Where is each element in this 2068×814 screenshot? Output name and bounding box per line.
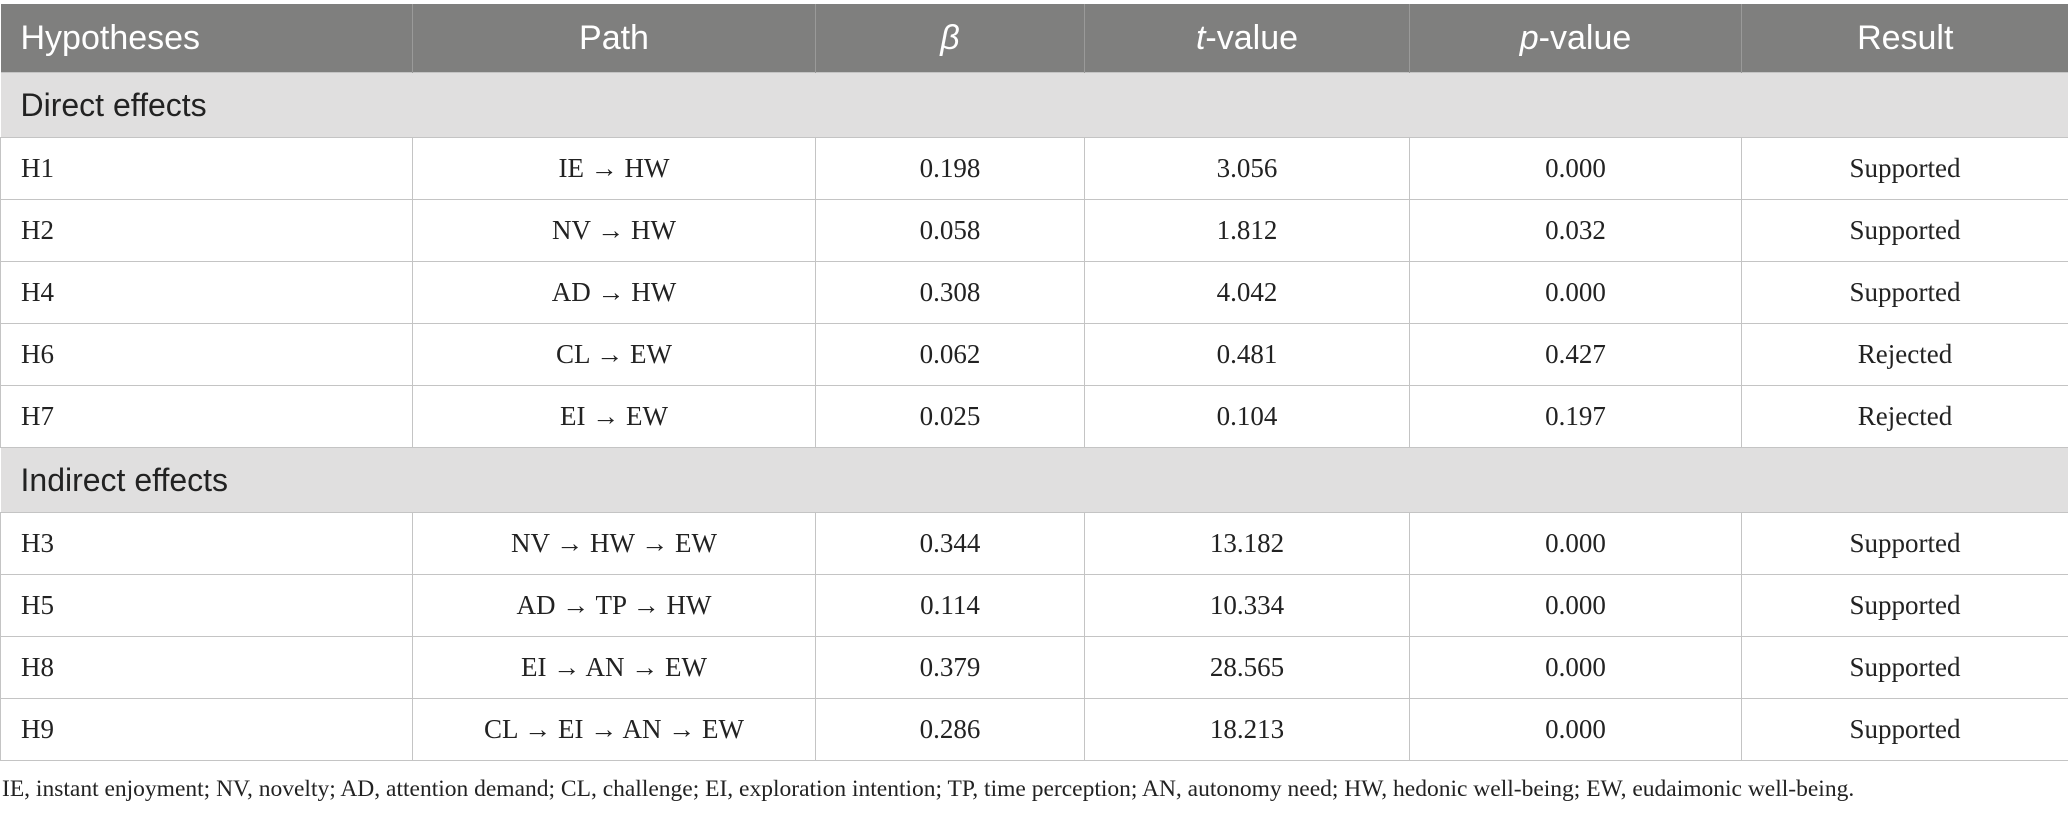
table-row: H1 IE → HW 0.198 3.056 0.000 Supported <box>0 137 2068 200</box>
p-value-cell: 0.427 <box>1409 323 1742 386</box>
t-symbol: t <box>1195 18 1206 57</box>
result-cell: Supported <box>1741 137 2068 200</box>
section-header-row: Direct effects <box>0 72 2068 138</box>
beta-cell: 0.344 <box>815 512 1085 575</box>
path-cell: CL → EW <box>412 323 816 386</box>
beta-cell: 0.379 <box>815 636 1085 699</box>
beta-cell: 0.062 <box>815 323 1085 386</box>
beta-cell: 0.286 <box>815 698 1085 761</box>
p-value-cell: 0.000 <box>1409 137 1742 200</box>
result-cell: Supported <box>1741 698 2068 761</box>
hypothesis-cell: H8 <box>0 636 413 699</box>
hypothesis-cell: H1 <box>0 137 413 200</box>
path-cell: IE → HW <box>412 137 816 200</box>
hypothesis-cell: H9 <box>0 698 413 761</box>
table-row: H9 CL → EI → AN → EW 0.286 18.213 0.000 Suppo… <box>0 698 2068 761</box>
p-value-cell: 0.000 <box>1409 636 1742 699</box>
results-table-container: Hypotheses Path β t-value p-value Result… <box>0 4 2068 761</box>
hypothesis-cell: H5 <box>0 574 413 637</box>
t-value-cell: 28.565 <box>1084 636 1410 699</box>
beta-cell: 0.058 <box>815 199 1085 262</box>
p-value-cell: 0.000 <box>1409 261 1742 324</box>
result-cell: Rejected <box>1741 385 2068 448</box>
t-value-cell: 1.812 <box>1084 199 1410 262</box>
result-cell: Supported <box>1741 199 2068 262</box>
p-value-cell: 0.000 <box>1409 698 1742 761</box>
t-value-cell: 10.334 <box>1084 574 1410 637</box>
hypotheses-results-table: Hypotheses Path β t-value p-value Result… <box>0 4 2068 761</box>
t-value-cell: 4.042 <box>1084 261 1410 324</box>
hypothesis-cell: H7 <box>0 385 413 448</box>
table-header: Hypotheses Path β t-value p-value Result <box>0 4 2068 73</box>
hypothesis-cell: H2 <box>0 199 413 262</box>
beta-cell: 0.114 <box>815 574 1085 637</box>
t-value-cell: 0.104 <box>1084 385 1410 448</box>
header-p-value: p-value <box>1409 4 1742 73</box>
section-title: Direct effects <box>0 72 2068 138</box>
t-value-cell: 0.481 <box>1084 323 1410 386</box>
table-row: H7 EI → EW 0.025 0.104 0.197 Rejected <box>0 385 2068 448</box>
table-row: H5 AD → TP → HW 0.114 10.334 0.000 Supported <box>0 574 2068 637</box>
p-value-cell: 0.000 <box>1409 574 1742 637</box>
path-cell: CL → EI → AN → EW <box>412 698 816 761</box>
result-cell: Supported <box>1741 636 2068 699</box>
p-value-cell: 0.197 <box>1409 385 1742 448</box>
header-path: Path <box>412 4 816 73</box>
t-value-cell: 13.182 <box>1084 512 1410 575</box>
table-body: Direct effects H1 IE → HW 0.198 3.056 0.000 Su… <box>0 72 2068 761</box>
t-suffix: -value <box>1205 18 1299 57</box>
header-row: Hypotheses Path β t-value p-value Result <box>0 4 2068 73</box>
table-row: H3 NV → HW → EW 0.344 13.182 0.000 Supported <box>0 512 2068 575</box>
header-t-value: t-value <box>1084 4 1410 73</box>
beta-symbol: β <box>940 18 960 57</box>
p-value-cell: 0.032 <box>1409 199 1742 262</box>
p-value-cell: 0.000 <box>1409 512 1742 575</box>
result-cell: Supported <box>1741 512 2068 575</box>
table-row: H4 AD → HW 0.308 4.042 0.000 Supported <box>0 261 2068 324</box>
beta-cell: 0.198 <box>815 137 1085 200</box>
section-title: Indirect effects <box>0 447 2068 513</box>
section-header-row: Indirect effects <box>0 447 2068 513</box>
result-cell: Rejected <box>1741 323 2068 386</box>
table-footnote: IE, instant enjoyment; NV, novelty; AD, … <box>2 776 1855 802</box>
path-cell: NV → HW <box>412 199 816 262</box>
t-value-cell: 18.213 <box>1084 698 1410 761</box>
hypothesis-cell: H6 <box>0 323 413 386</box>
table-row: H8 EI → AN → EW 0.379 28.565 0.000 Supported <box>0 636 2068 699</box>
t-value-cell: 3.056 <box>1084 137 1410 200</box>
p-suffix: -value <box>1538 18 1632 57</box>
path-cell: AD → TP → HW <box>412 574 816 637</box>
path-cell: AD → HW <box>412 261 816 324</box>
hypothesis-cell: H3 <box>0 512 413 575</box>
table-row: H2 NV → HW 0.058 1.812 0.032 Supported <box>0 199 2068 262</box>
header-beta: β <box>815 4 1085 73</box>
result-cell: Supported <box>1741 261 2068 324</box>
p-symbol: p <box>1519 18 1539 57</box>
hypothesis-cell: H4 <box>0 261 413 324</box>
table-row: H6 CL → EW 0.062 0.481 0.427 Rejected <box>0 323 2068 386</box>
beta-cell: 0.308 <box>815 261 1085 324</box>
path-cell: EI → AN → EW <box>412 636 816 699</box>
header-hypotheses: Hypotheses <box>0 4 413 73</box>
header-result: Result <box>1741 4 2068 73</box>
path-cell: EI → EW <box>412 385 816 448</box>
path-cell: NV → HW → EW <box>412 512 816 575</box>
result-cell: Supported <box>1741 574 2068 637</box>
beta-cell: 0.025 <box>815 385 1085 448</box>
